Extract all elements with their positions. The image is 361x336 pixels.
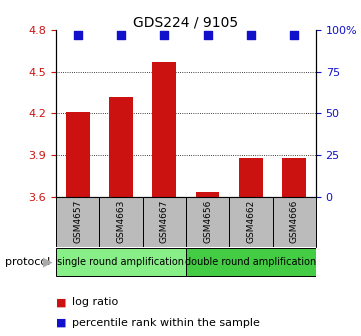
Bar	[186, 197, 229, 247]
Text: GSM4667: GSM4667	[160, 200, 169, 244]
Text: GSM4657: GSM4657	[73, 200, 82, 244]
Bar	[273, 197, 316, 247]
Point	[118, 33, 124, 38]
Text: double round amplification: double round amplification	[185, 257, 317, 267]
Text: GSM4666: GSM4666	[290, 200, 299, 244]
Text: ■: ■	[56, 318, 66, 328]
Point	[75, 33, 81, 38]
Bar	[239, 158, 263, 197]
Bar	[152, 62, 176, 197]
Bar	[196, 193, 219, 197]
Text: GSM4656: GSM4656	[203, 200, 212, 244]
Text: ▶: ▶	[43, 256, 53, 268]
Bar	[56, 197, 99, 247]
Text: percentile rank within the sample: percentile rank within the sample	[72, 318, 260, 328]
Bar	[66, 112, 90, 197]
Bar	[143, 197, 186, 247]
Point	[161, 33, 167, 38]
Point	[205, 33, 210, 38]
Bar	[99, 197, 143, 247]
Bar	[186, 249, 316, 276]
Text: protocol: protocol	[5, 257, 51, 267]
Point	[248, 33, 254, 38]
Point	[291, 33, 297, 38]
Text: GSM4662: GSM4662	[247, 200, 255, 243]
Bar	[56, 249, 186, 276]
Bar	[229, 197, 273, 247]
Bar	[109, 97, 133, 197]
Text: log ratio: log ratio	[72, 297, 118, 307]
Bar	[282, 158, 306, 197]
Text: GSM4663: GSM4663	[117, 200, 125, 244]
Text: ■: ■	[56, 297, 66, 307]
Title: GDS224 / 9105: GDS224 / 9105	[133, 15, 239, 29]
Text: single round amplification: single round amplification	[57, 257, 184, 267]
